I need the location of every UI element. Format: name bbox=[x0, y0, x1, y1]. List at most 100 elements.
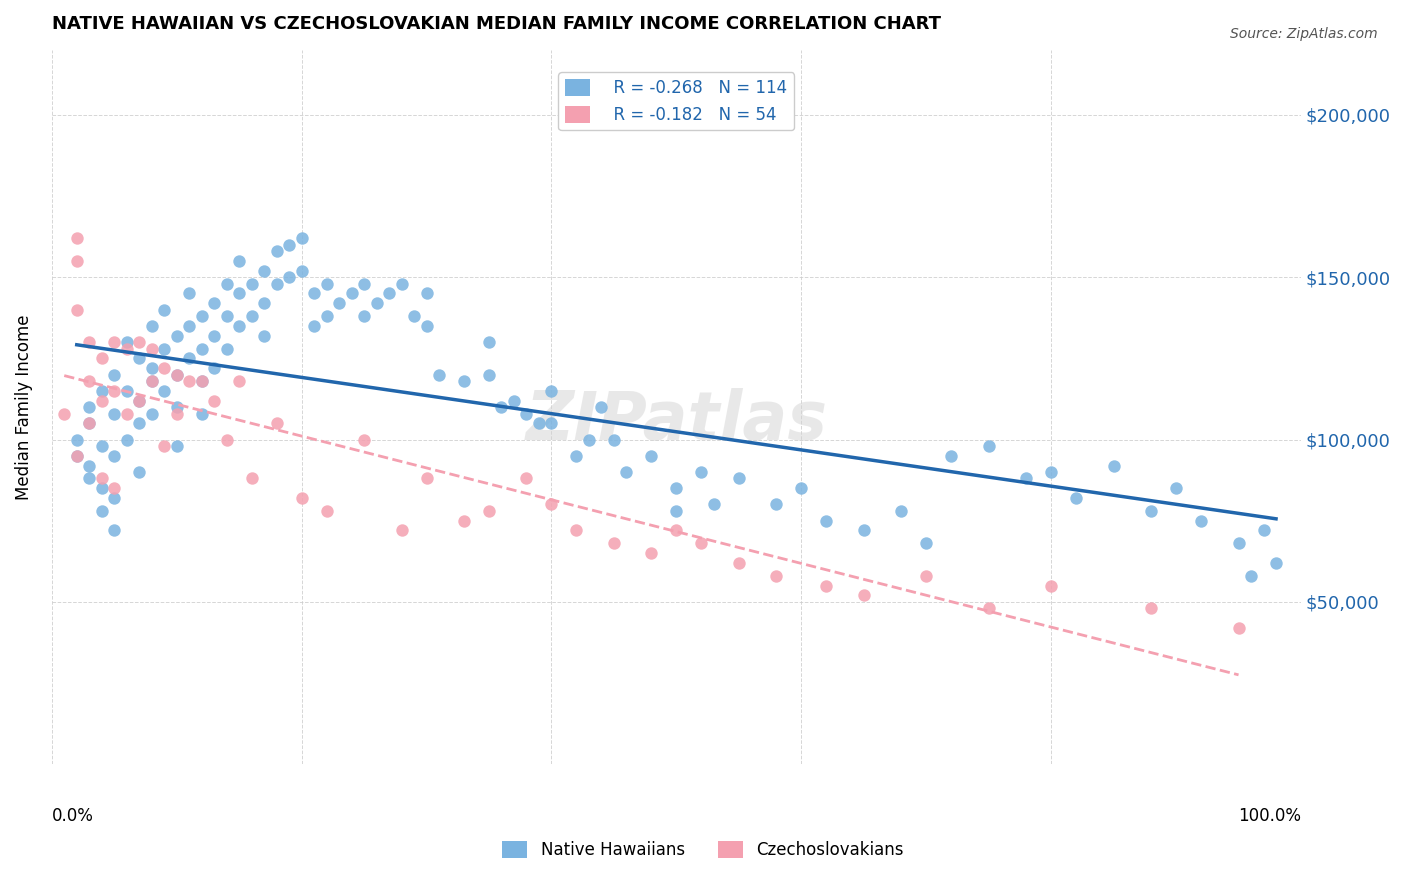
Point bbox=[202, 361, 225, 376]
Point bbox=[215, 277, 238, 291]
Point bbox=[915, 569, 938, 583]
Point bbox=[790, 481, 813, 495]
Point bbox=[66, 449, 89, 463]
Point bbox=[202, 328, 225, 343]
Point bbox=[328, 296, 350, 310]
Legend: Native Hawaiians, Czechoslovakians: Native Hawaiians, Czechoslovakians bbox=[495, 834, 911, 866]
Point bbox=[66, 449, 89, 463]
Point bbox=[103, 384, 125, 398]
Point bbox=[179, 374, 201, 388]
Point bbox=[90, 384, 112, 398]
Point bbox=[603, 433, 626, 447]
Point bbox=[115, 433, 138, 447]
Point bbox=[278, 270, 301, 285]
Point bbox=[1140, 601, 1163, 615]
Point bbox=[815, 579, 838, 593]
Point bbox=[77, 458, 100, 473]
Point bbox=[1102, 458, 1125, 473]
Point bbox=[315, 277, 337, 291]
Point bbox=[578, 433, 600, 447]
Point bbox=[540, 384, 562, 398]
Point bbox=[478, 368, 501, 382]
Point bbox=[128, 351, 150, 366]
Text: ZIPatlas: ZIPatlas bbox=[526, 388, 827, 454]
Point bbox=[616, 465, 638, 479]
Point bbox=[103, 481, 125, 495]
Point bbox=[540, 417, 562, 431]
Point bbox=[128, 465, 150, 479]
Point bbox=[1040, 465, 1063, 479]
Point bbox=[77, 417, 100, 431]
Point bbox=[166, 400, 188, 414]
Point bbox=[240, 471, 263, 485]
Point bbox=[1253, 524, 1275, 538]
Point bbox=[1015, 471, 1038, 485]
Point bbox=[278, 237, 301, 252]
Point bbox=[266, 244, 288, 259]
Point bbox=[427, 368, 450, 382]
Point bbox=[353, 309, 375, 323]
Point bbox=[103, 524, 125, 538]
Point bbox=[53, 407, 76, 421]
Point bbox=[565, 449, 588, 463]
Point bbox=[141, 407, 163, 421]
Point bbox=[640, 546, 662, 560]
Point bbox=[202, 393, 225, 408]
Point bbox=[415, 318, 437, 333]
Point bbox=[115, 384, 138, 398]
Point bbox=[215, 342, 238, 356]
Legend:   R = -0.268   N = 114,   R = -0.182   N = 54: R = -0.268 N = 114, R = -0.182 N = 54 bbox=[558, 72, 794, 130]
Point bbox=[66, 231, 89, 245]
Point bbox=[453, 514, 475, 528]
Point bbox=[166, 328, 188, 343]
Point bbox=[115, 335, 138, 350]
Point bbox=[90, 393, 112, 408]
Point bbox=[391, 277, 413, 291]
Point bbox=[1240, 569, 1263, 583]
Point bbox=[166, 407, 188, 421]
Point bbox=[378, 286, 401, 301]
Point bbox=[1164, 481, 1187, 495]
Point bbox=[141, 361, 163, 376]
Point bbox=[1140, 504, 1163, 518]
Point bbox=[402, 309, 425, 323]
Point bbox=[90, 481, 112, 495]
Point bbox=[179, 318, 201, 333]
Point bbox=[128, 393, 150, 408]
Point bbox=[190, 407, 212, 421]
Point bbox=[852, 588, 875, 602]
Point bbox=[591, 400, 613, 414]
Point bbox=[128, 393, 150, 408]
Point bbox=[128, 417, 150, 431]
Point bbox=[765, 498, 787, 512]
Point bbox=[90, 504, 112, 518]
Point bbox=[228, 374, 250, 388]
Point bbox=[77, 417, 100, 431]
Point bbox=[103, 407, 125, 421]
Point bbox=[727, 471, 749, 485]
Point bbox=[266, 417, 288, 431]
Point bbox=[166, 368, 188, 382]
Point bbox=[665, 524, 688, 538]
Point bbox=[565, 524, 588, 538]
Point bbox=[141, 374, 163, 388]
Point bbox=[915, 536, 938, 550]
Point bbox=[415, 286, 437, 301]
Point bbox=[340, 286, 363, 301]
Point bbox=[228, 254, 250, 268]
Point bbox=[153, 342, 176, 356]
Point bbox=[977, 601, 1000, 615]
Point bbox=[253, 296, 276, 310]
Point bbox=[90, 439, 112, 453]
Point bbox=[103, 449, 125, 463]
Point bbox=[727, 556, 749, 570]
Point bbox=[153, 361, 176, 376]
Point bbox=[141, 318, 163, 333]
Point bbox=[540, 498, 562, 512]
Point bbox=[302, 318, 325, 333]
Text: NATIVE HAWAIIAN VS CZECHOSLOVAKIAN MEDIAN FAMILY INCOME CORRELATION CHART: NATIVE HAWAIIAN VS CZECHOSLOVAKIAN MEDIA… bbox=[52, 15, 941, 33]
Point bbox=[941, 449, 963, 463]
Point bbox=[166, 439, 188, 453]
Point bbox=[166, 368, 188, 382]
Point bbox=[478, 504, 501, 518]
